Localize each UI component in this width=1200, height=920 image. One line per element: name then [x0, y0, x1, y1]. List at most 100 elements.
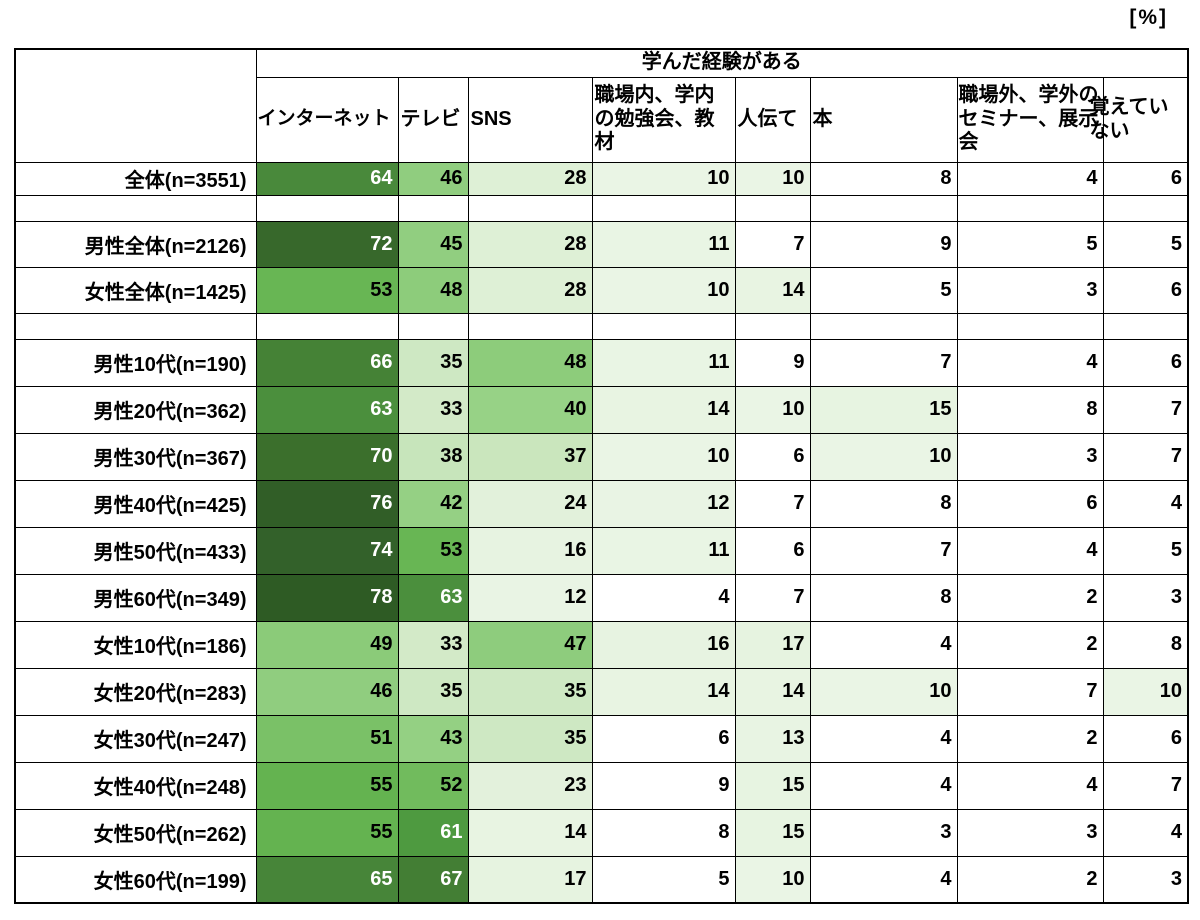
value-cell-books: 4 — [809, 761, 958, 810]
value-cell-sns: 23 — [467, 761, 593, 810]
value-cell-sns: 37 — [467, 432, 593, 481]
value-cell-tv: 33 — [397, 620, 469, 669]
value-cell-sns: 35 — [467, 667, 593, 716]
value-cell-sns: 24 — [467, 479, 593, 528]
value-cell-internet: 46 — [255, 667, 399, 716]
value-cell-books: 15 — [809, 385, 958, 434]
value-cell-external-seminars: 2 — [956, 855, 1104, 904]
empty-cell — [809, 312, 958, 340]
value-cell-word-of-mouth: 17 — [734, 620, 811, 669]
value-cell-books: 10 — [809, 432, 958, 481]
table-row: 男性40代(n=425) 76 42 24 12 7 8 6 4 — [14, 479, 1189, 528]
column-header-workplace-school-study: 職場内、学内の勉強会、教材 — [591, 76, 736, 163]
value-cell-books: 4 — [809, 620, 958, 669]
value-cell-books: 7 — [809, 338, 958, 387]
value-cell-word-of-mouth: 7 — [734, 479, 811, 528]
table-row: 男性10代(n=190) 66 35 48 11 9 7 4 6 — [14, 338, 1189, 387]
spacer-label-cell — [14, 312, 257, 340]
value-cell-word-of-mouth: 15 — [734, 808, 811, 857]
value-cell-tv: 63 — [397, 573, 469, 622]
value-cell-workplace-school-study: 14 — [591, 385, 736, 434]
value-cell-dont-remember: 4 — [1102, 479, 1189, 528]
value-cell-internet: 64 — [255, 161, 399, 196]
value-cell-books: 8 — [809, 573, 958, 622]
value-cell-dont-remember: 4 — [1102, 808, 1189, 857]
row-label: 女性40代(n=248) — [14, 761, 257, 810]
value-cell-sns: 48 — [467, 338, 593, 387]
group-header-row: 学んだ経験がある — [14, 48, 1189, 163]
value-cell-books: 8 — [809, 479, 958, 528]
value-cell-internet: 53 — [255, 266, 399, 314]
value-cell-dont-remember: 7 — [1102, 432, 1189, 481]
value-cell-workplace-school-study: 11 — [591, 526, 736, 575]
value-cell-internet: 76 — [255, 479, 399, 528]
table-row: 女性50代(n=262) 55 61 14 8 15 3 3 4 — [14, 808, 1189, 857]
value-cell-word-of-mouth: 10 — [734, 855, 811, 904]
table-head: 学んだ経験がある インターネット テレビ SNS 職場内、学内の勉強会、教材 人伝て本職… — [14, 48, 1189, 163]
value-cell-workplace-school-study: 12 — [591, 479, 736, 528]
table-row: 女性20代(n=283) 46 35 35 14 14 10 7 10 — [14, 667, 1189, 716]
value-cell-external-seminars: 5 — [956, 220, 1104, 268]
value-cell-dont-remember: 6 — [1102, 338, 1189, 387]
column-header-internet: インターネット — [255, 76, 399, 163]
value-cell-external-seminars: 4 — [956, 338, 1104, 387]
value-cell-word-of-mouth: 10 — [734, 161, 811, 196]
row-label: 男性全体(n=2126) — [14, 220, 257, 268]
row-label: 全体(n=3551) — [14, 161, 257, 196]
spacer-row — [14, 312, 1189, 340]
value-cell-internet: 49 — [255, 620, 399, 669]
column-header-text: 覚えていない — [1089, 95, 1169, 142]
value-cell-dont-remember: 6 — [1102, 266, 1189, 314]
value-cell-workplace-school-study: 11 — [591, 338, 736, 387]
empty-cell — [591, 194, 736, 222]
column-header-books: 本 — [809, 76, 958, 163]
table-row: 男性60代(n=349) 78 63 12 4 7 8 2 3 — [14, 573, 1189, 622]
table-row: 女性10代(n=186) 49 33 47 16 17 4 2 8 — [14, 620, 1189, 669]
value-cell-external-seminars: 4 — [956, 161, 1104, 196]
value-cell-sns: 35 — [467, 714, 593, 763]
value-cell-external-seminars: 2 — [956, 714, 1104, 763]
value-cell-external-seminars: 3 — [956, 808, 1104, 857]
value-cell-external-seminars: 8 — [956, 385, 1104, 434]
value-cell-workplace-school-study: 10 — [591, 432, 736, 481]
value-cell-internet: 55 — [255, 808, 399, 857]
row-label: 男性30代(n=367) — [14, 432, 257, 481]
value-cell-dont-remember: 7 — [1102, 761, 1189, 810]
value-cell-dont-remember: 10 — [1102, 667, 1189, 716]
value-cell-tv: 52 — [397, 761, 469, 810]
value-cell-tv: 46 — [397, 161, 469, 196]
value-cell-sns: 17 — [467, 855, 593, 904]
value-cell-internet: 55 — [255, 761, 399, 810]
value-cell-workplace-school-study: 5 — [591, 855, 736, 904]
value-cell-dont-remember: 6 — [1102, 161, 1189, 196]
value-cell-sns: 14 — [467, 808, 593, 857]
empty-cell — [467, 312, 593, 340]
value-cell-internet: 70 — [255, 432, 399, 481]
value-cell-workplace-school-study: 6 — [591, 714, 736, 763]
empty-cell — [591, 312, 736, 340]
value-cell-external-seminars: 2 — [956, 620, 1104, 669]
value-cell-external-seminars: 7 — [956, 667, 1104, 716]
value-cell-workplace-school-study: 10 — [591, 266, 736, 314]
table-row: 女性40代(n=248) 55 52 23 9 15 4 4 7 — [14, 761, 1189, 810]
column-header-tv: テレビ — [397, 76, 469, 163]
row-label: 女性50代(n=262) — [14, 808, 257, 857]
value-cell-external-seminars: 2 — [956, 573, 1104, 622]
value-cell-tv: 33 — [397, 385, 469, 434]
value-cell-tv: 45 — [397, 220, 469, 268]
empty-cell — [255, 312, 399, 340]
value-cell-dont-remember: 6 — [1102, 714, 1189, 763]
value-cell-dont-remember: 5 — [1102, 220, 1189, 268]
value-cell-books: 5 — [809, 266, 958, 314]
row-label: 男性60代(n=349) — [14, 573, 257, 622]
value-cell-sns: 12 — [467, 573, 593, 622]
value-cell-workplace-school-study: 9 — [591, 761, 736, 810]
table-row: 女性全体(n=1425) 53 48 28 10 14 5 3 6 — [14, 266, 1189, 314]
value-cell-dont-remember: 3 — [1102, 855, 1189, 904]
value-cell-dont-remember: 3 — [1102, 573, 1189, 622]
value-cell-external-seminars: 6 — [956, 479, 1104, 528]
value-cell-word-of-mouth: 7 — [734, 573, 811, 622]
value-cell-workplace-school-study: 11 — [591, 220, 736, 268]
column-header-external-seminars: 職場外、学外のセミナー、展示会 — [956, 76, 1104, 163]
empty-cell — [734, 312, 811, 340]
